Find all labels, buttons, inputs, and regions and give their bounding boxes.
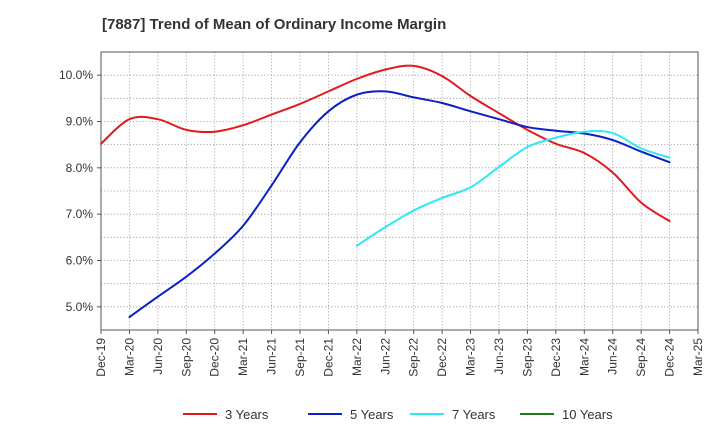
x-tick-label: Mar-25 xyxy=(691,338,705,376)
x-tick-label: Sep-21 xyxy=(293,338,307,377)
legend-label-5-years: 5 Years xyxy=(350,407,394,422)
x-tick-label: Jun-24 xyxy=(606,338,620,375)
y-tick-label: 10.0% xyxy=(59,68,93,82)
x-tick-label: Sep-20 xyxy=(179,338,193,377)
x-tick-label: Sep-24 xyxy=(634,338,648,377)
plot-frame xyxy=(100,51,699,331)
y-tick-label: 6.0% xyxy=(66,254,94,268)
x-tick-label: Dec-23 xyxy=(549,338,563,377)
x-tick-label: Jun-23 xyxy=(492,338,506,375)
y-tick-label: 8.0% xyxy=(66,161,94,175)
y-axis-ticks: 5.0% 6.0% 7.0% 8.0% 9.0% 10.0% xyxy=(59,68,101,314)
x-tick-label: Dec-24 xyxy=(663,338,677,377)
x-tick-label: Jun-20 xyxy=(151,338,165,375)
legend-label-3-years: 3 Years xyxy=(225,407,269,422)
legend-label-10-years: 10 Years xyxy=(562,407,613,422)
x-axis-ticks: Dec-19 Mar-20 Jun-20 Sep-20 Dec-20 Mar-21 Jun-… xyxy=(94,330,705,377)
y-tick-label: 7.0% xyxy=(66,207,94,221)
legend-label-7-years: 7 Years xyxy=(452,407,496,422)
x-tick-label: Jun-21 xyxy=(265,338,279,375)
x-tick-label: Mar-22 xyxy=(350,338,364,376)
series-lines xyxy=(100,64,671,319)
x-tick-label: Dec-19 xyxy=(94,338,108,377)
series-line-5-years xyxy=(128,90,671,319)
series-line-7-years xyxy=(355,130,671,247)
x-tick-label: Mar-20 xyxy=(122,338,136,376)
x-tick-label: Jun-22 xyxy=(378,338,392,375)
x-tick-label: Dec-22 xyxy=(435,338,449,377)
chart-title: [7887] Trend of Mean of Ordinary Income … xyxy=(102,16,447,33)
x-tick-label: Mar-23 xyxy=(464,338,478,376)
x-tick-label: Dec-21 xyxy=(321,338,335,377)
grid-lines xyxy=(100,51,699,330)
y-tick-label: 9.0% xyxy=(66,115,94,129)
series-line-3-years xyxy=(100,64,671,223)
x-tick-label: Dec-20 xyxy=(208,338,222,377)
x-tick-label: Sep-23 xyxy=(520,338,534,377)
y-tick-label: 5.0% xyxy=(66,300,94,314)
legend: 3 Years 5 Years 7 Years 10 Years xyxy=(183,407,613,422)
x-tick-label: Sep-22 xyxy=(407,338,421,377)
x-tick-label: Mar-21 xyxy=(236,338,250,376)
x-tick-label: Mar-24 xyxy=(577,338,591,376)
